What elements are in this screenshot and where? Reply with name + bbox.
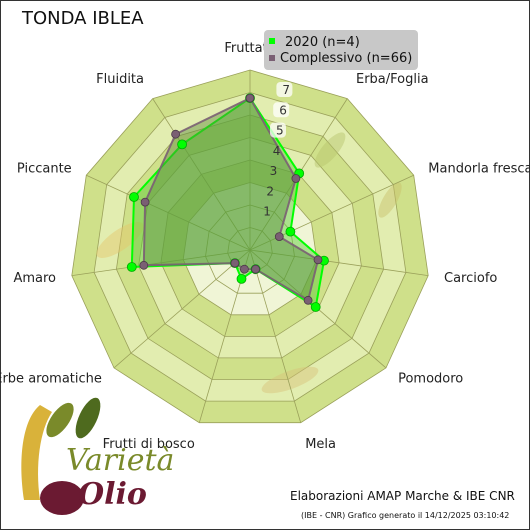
data-point-complessivo-fruttato bbox=[245, 93, 255, 103]
radar-spoke bbox=[249, 249, 302, 423]
data-point-2020-piccante bbox=[129, 192, 139, 202]
category-label-fluidita: Fluidita bbox=[96, 72, 144, 87]
legend-swatch-2020 bbox=[269, 38, 275, 44]
category-labels: Fruttato Erba/Foglia Mandorla fresca Carcio… bbox=[0, 41, 530, 452]
data-point-complessivo-frutti-di-bosco bbox=[239, 264, 249, 274]
radial-ticks: 1 2 3 4 5 6 7 bbox=[263, 82, 293, 219]
category-label-amaro: Amaro bbox=[13, 271, 56, 286]
logo-text-olio: Olio bbox=[78, 477, 147, 512]
data-point-complessivo-mela bbox=[251, 264, 261, 274]
data-point-complessivo-pomodoro bbox=[303, 295, 313, 305]
category-label-fruttato: Fruttato bbox=[224, 41, 275, 56]
tick-label-bg bbox=[273, 102, 290, 118]
category-label-mela: Mela bbox=[305, 437, 336, 452]
footer-credit: Elaborazioni AMAP Marche & IBE CNR bbox=[290, 489, 515, 503]
legend-swatch-complessivo bbox=[269, 55, 275, 61]
legend: 2020 (n=4) Complessivo (n=66) bbox=[264, 30, 418, 70]
category-label-carciofo: Carciofo bbox=[444, 271, 497, 286]
radial-tick-label: 4 bbox=[273, 144, 281, 158]
radar-spoke bbox=[86, 174, 251, 251]
data-point-complessivo-carciofo bbox=[313, 255, 323, 265]
series-area-2020 bbox=[130, 96, 326, 309]
data-point-complessivo-mandorla-fresca bbox=[274, 232, 284, 242]
category-label-erbe-aromatiche: Erbe aromatiche bbox=[0, 371, 102, 386]
data-point-2020-amaro bbox=[126, 262, 137, 272]
radar-spoke bbox=[71, 249, 251, 276]
logo-olive-icon bbox=[40, 481, 84, 515]
logo-text-varieta: Varietà bbox=[66, 443, 174, 478]
data-point-complessivo-amaro bbox=[139, 260, 149, 270]
category-label-erba-foglia: Erba/Foglia bbox=[356, 72, 429, 87]
legend-label-complessivo: Complessivo (n=66) bbox=[280, 51, 412, 66]
category-label-piccante: Piccante bbox=[17, 162, 72, 177]
radial-tick-label: 7 bbox=[282, 83, 290, 97]
radial-tick-label: 6 bbox=[279, 103, 287, 117]
data-point-2020-pomodoro bbox=[310, 302, 321, 312]
watermark bbox=[96, 132, 402, 394]
radar-spoke bbox=[249, 249, 429, 276]
category-label-mandorla-fresca: Mandorla fresca bbox=[428, 162, 530, 177]
logo-stroke-icon bbox=[21, 405, 52, 500]
series-area-complessivo bbox=[142, 96, 320, 302]
data-point-2020-frutti-di-bosco bbox=[236, 273, 247, 284]
logo: Varietà Olio bbox=[21, 397, 174, 515]
tick-label-bg bbox=[276, 82, 293, 97]
data-point-complessivo-erba-foglia bbox=[291, 174, 301, 183]
logo-leaf-icon bbox=[75, 397, 101, 439]
data-point-complessivo-piccante bbox=[140, 197, 150, 207]
radial-tick-label: 5 bbox=[276, 124, 284, 138]
chart-title: TONDA IBLEA bbox=[21, 8, 144, 29]
radial-tick-label: 1 bbox=[263, 205, 271, 219]
radar-spoke bbox=[152, 98, 251, 251]
data-point-2020-fluidita bbox=[177, 139, 188, 150]
logo-leaf-icon bbox=[46, 402, 74, 438]
data-point-2020-mandorla-fresca bbox=[285, 226, 296, 237]
radial-tick-label: 3 bbox=[270, 164, 278, 178]
data-point-complessivo-erbe-aromatiche bbox=[230, 258, 240, 268]
series-layer bbox=[126, 93, 329, 312]
footer-generated: (IBE - CNR) Grafico generato il 14/12/20… bbox=[301, 511, 509, 520]
category-label-pomodoro: Pomodoro bbox=[398, 371, 463, 386]
legend-box bbox=[264, 30, 418, 70]
category-label-frutti-di-bosco: Frutti di bosco bbox=[103, 437, 195, 452]
radar-spoke bbox=[113, 249, 251, 369]
radial-tick-label: 2 bbox=[266, 184, 274, 198]
data-point-complessivo-fluidita bbox=[171, 129, 181, 139]
tick-label-bg bbox=[270, 122, 286, 138]
legend-label-2020: 2020 (n=4) bbox=[285, 35, 360, 50]
